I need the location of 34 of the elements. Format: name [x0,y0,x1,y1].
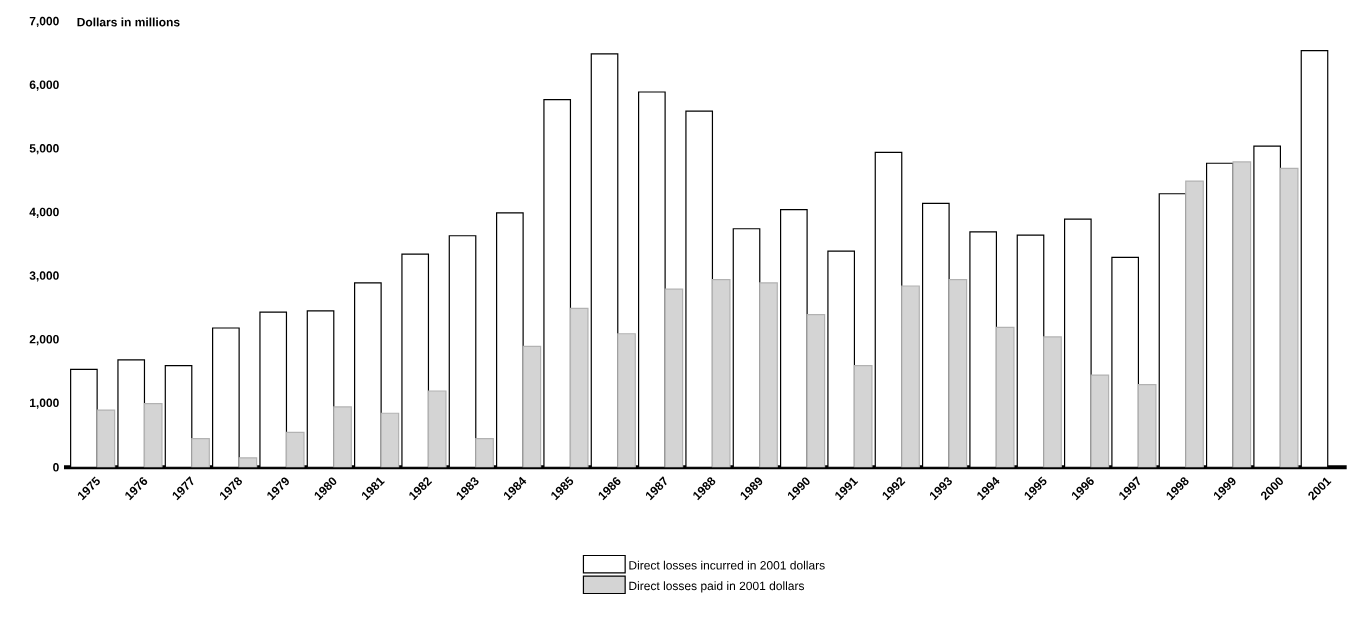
y-tick-label: 1,000 [30,398,59,409]
bar [617,333,636,468]
bar [1090,374,1110,468]
bar [1232,161,1252,468]
bar [1185,180,1204,468]
bar [806,314,826,468]
bar [853,364,873,468]
bar [333,406,352,468]
bar [1043,336,1062,468]
bar [522,345,542,468]
legend-label: Direct losses incurred in 2001 dollars [629,560,825,570]
y-axis-title: Dollars in millions [77,17,180,27]
bar [948,279,968,468]
bar [143,403,163,468]
y-tick-label: 3,000 [29,271,59,282]
y-tick-label: 4,000 [29,207,59,218]
bar [475,438,494,468]
y-tick-label: 5,000 [29,144,59,155]
bar [664,288,684,468]
bar [1279,167,1299,468]
bar [1137,384,1157,468]
bar [191,438,210,468]
bar [380,412,400,468]
y-tick-label: 0 [53,463,59,472]
bar [569,307,589,468]
bar [427,390,447,468]
y-tick-label: 7,000 [29,16,59,28]
bar [759,282,778,468]
bar [711,279,731,468]
y-tick-label: 2,000 [29,334,59,346]
legend-label: Direct losses paid in 2001 dollars [629,581,805,593]
bar [901,285,920,468]
bar [995,326,1015,468]
y-tick-label: 6,000 [29,80,59,91]
